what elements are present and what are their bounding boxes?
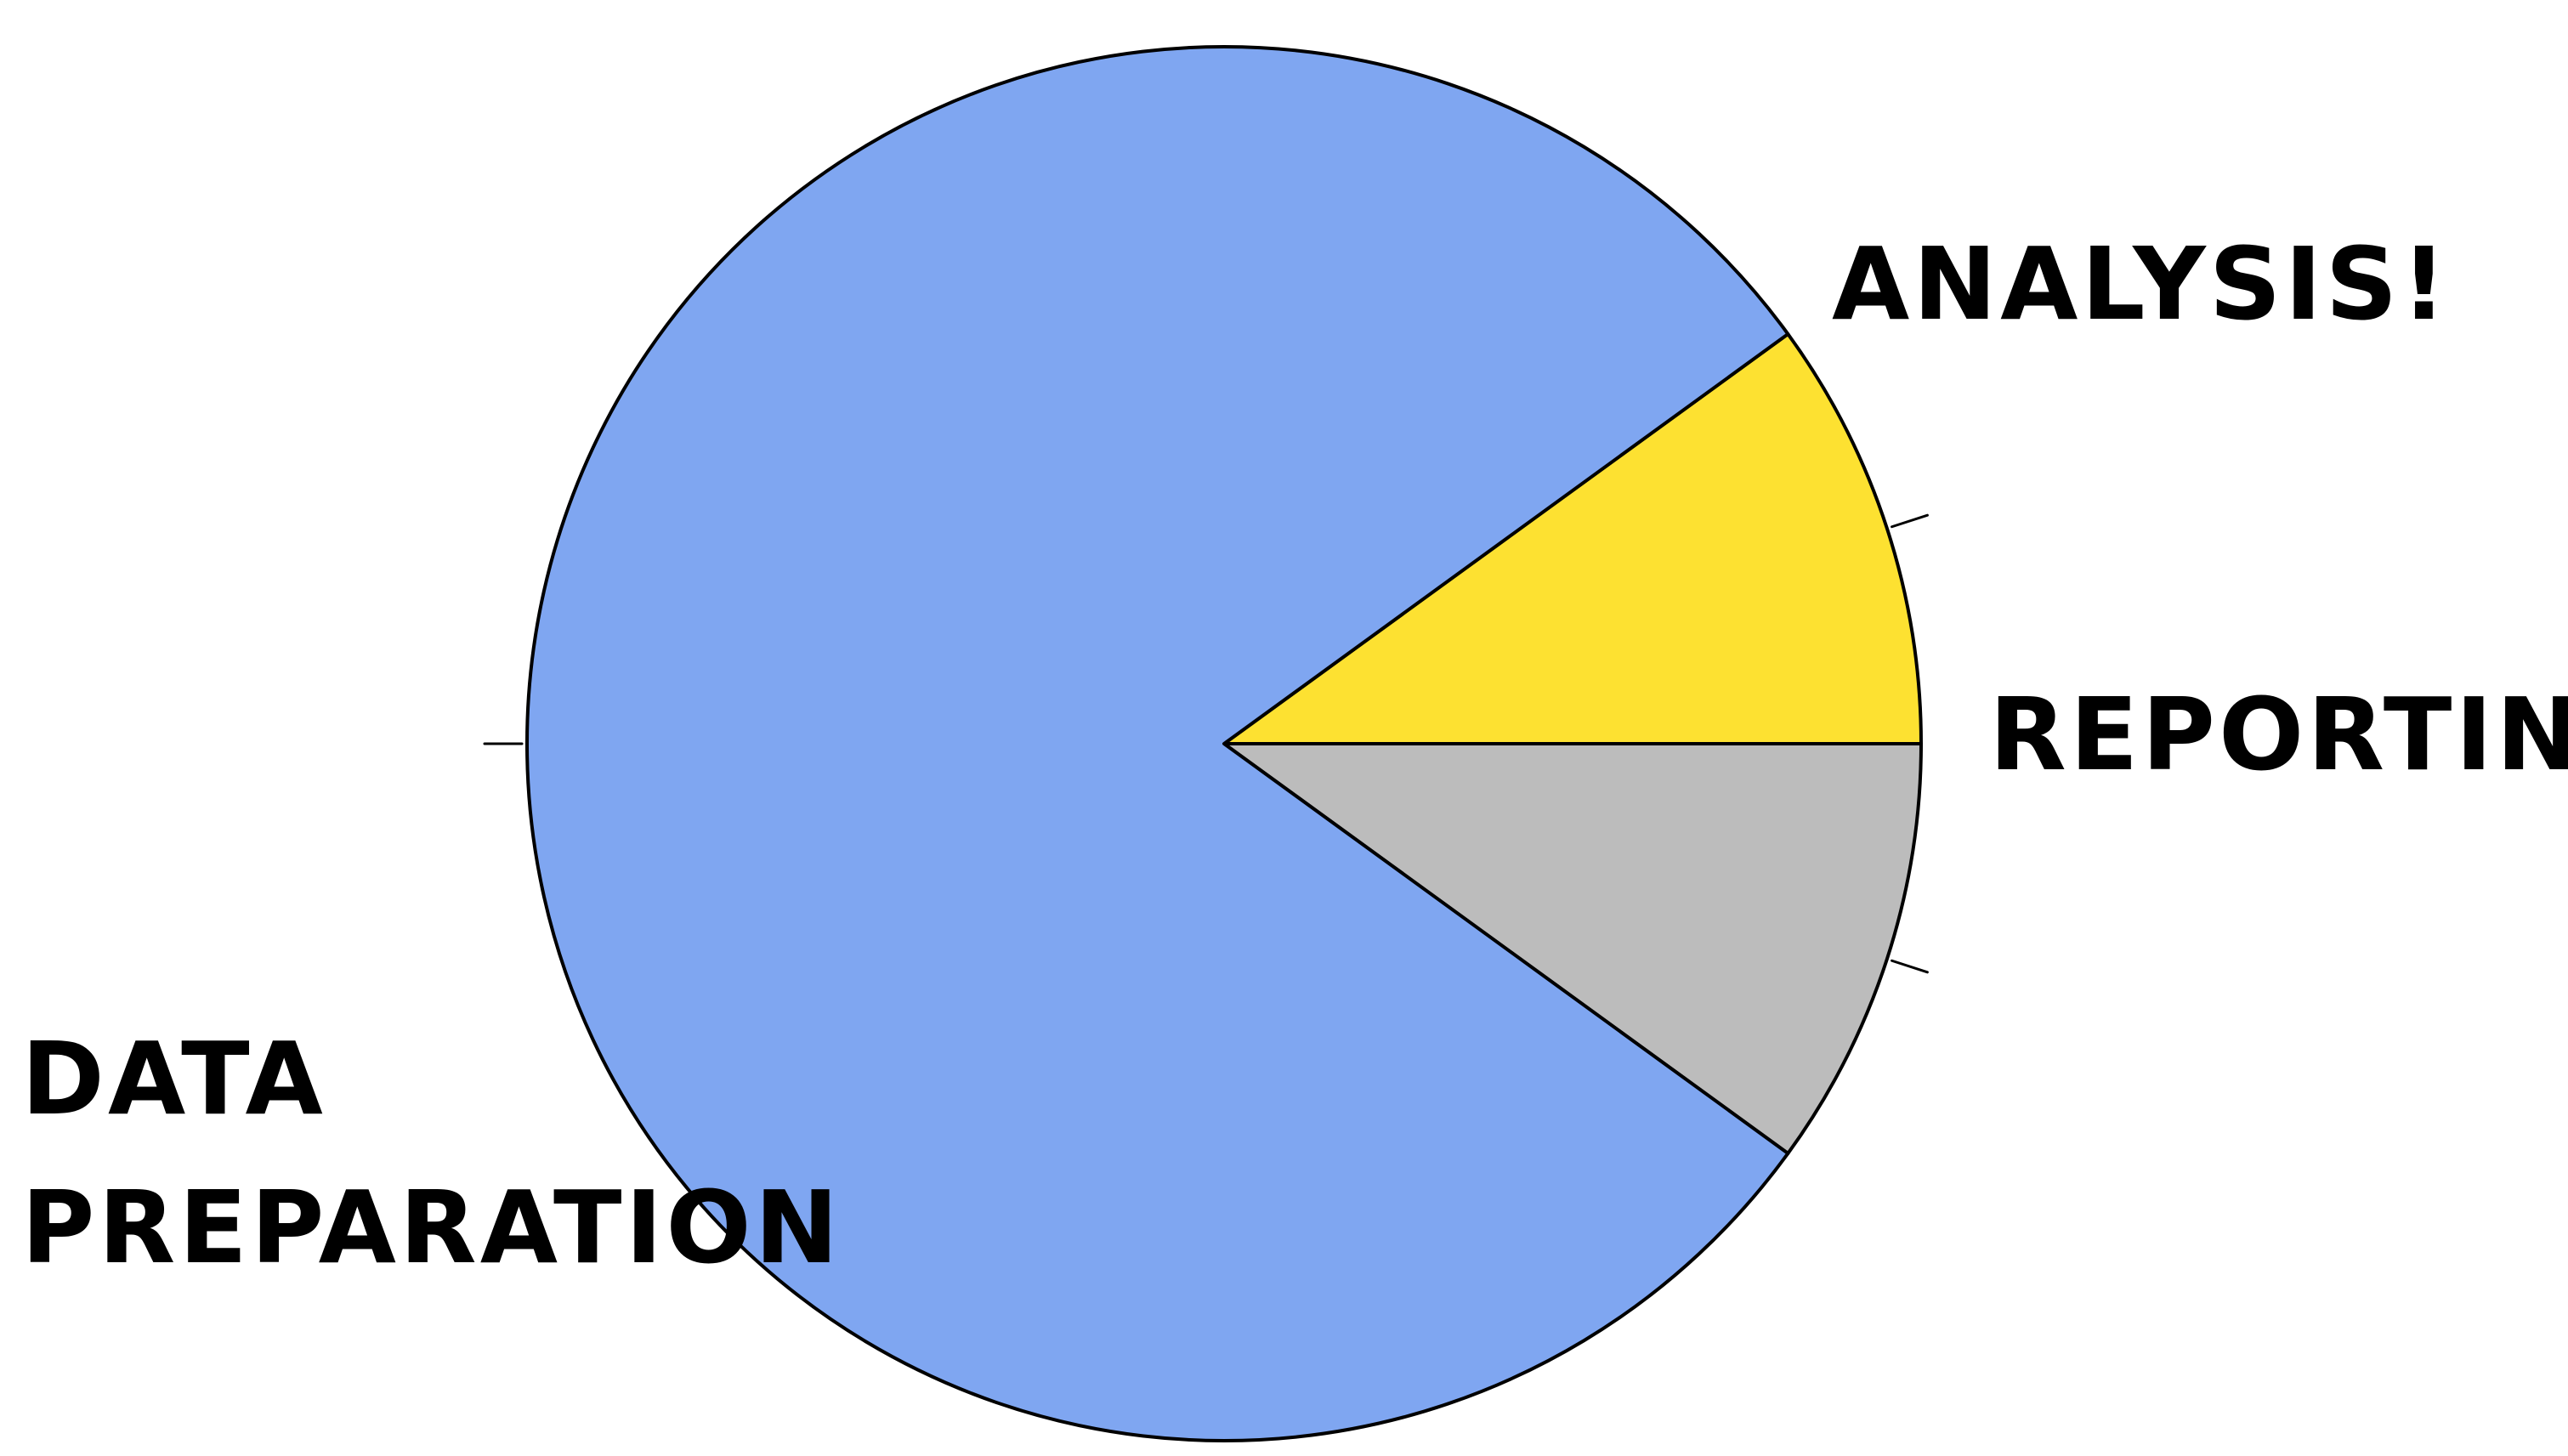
slice-analysis	[1222, 332, 1923, 745]
label-analysis: ANALYSIS!	[1832, 225, 2450, 343]
label-reporting: REPORTING	[1989, 676, 2568, 793]
tick-reporting	[1891, 959, 1929, 974]
label-data-preparation: DATA PREPARATION	[21, 1020, 842, 1286]
slice-data-preparation	[525, 45, 1790, 1442]
label-ticks	[483, 513, 1929, 974]
slice-reporting	[1222, 742, 1923, 1155]
tick-analysis	[1891, 513, 1929, 529]
pie-slices	[525, 45, 1923, 1442]
